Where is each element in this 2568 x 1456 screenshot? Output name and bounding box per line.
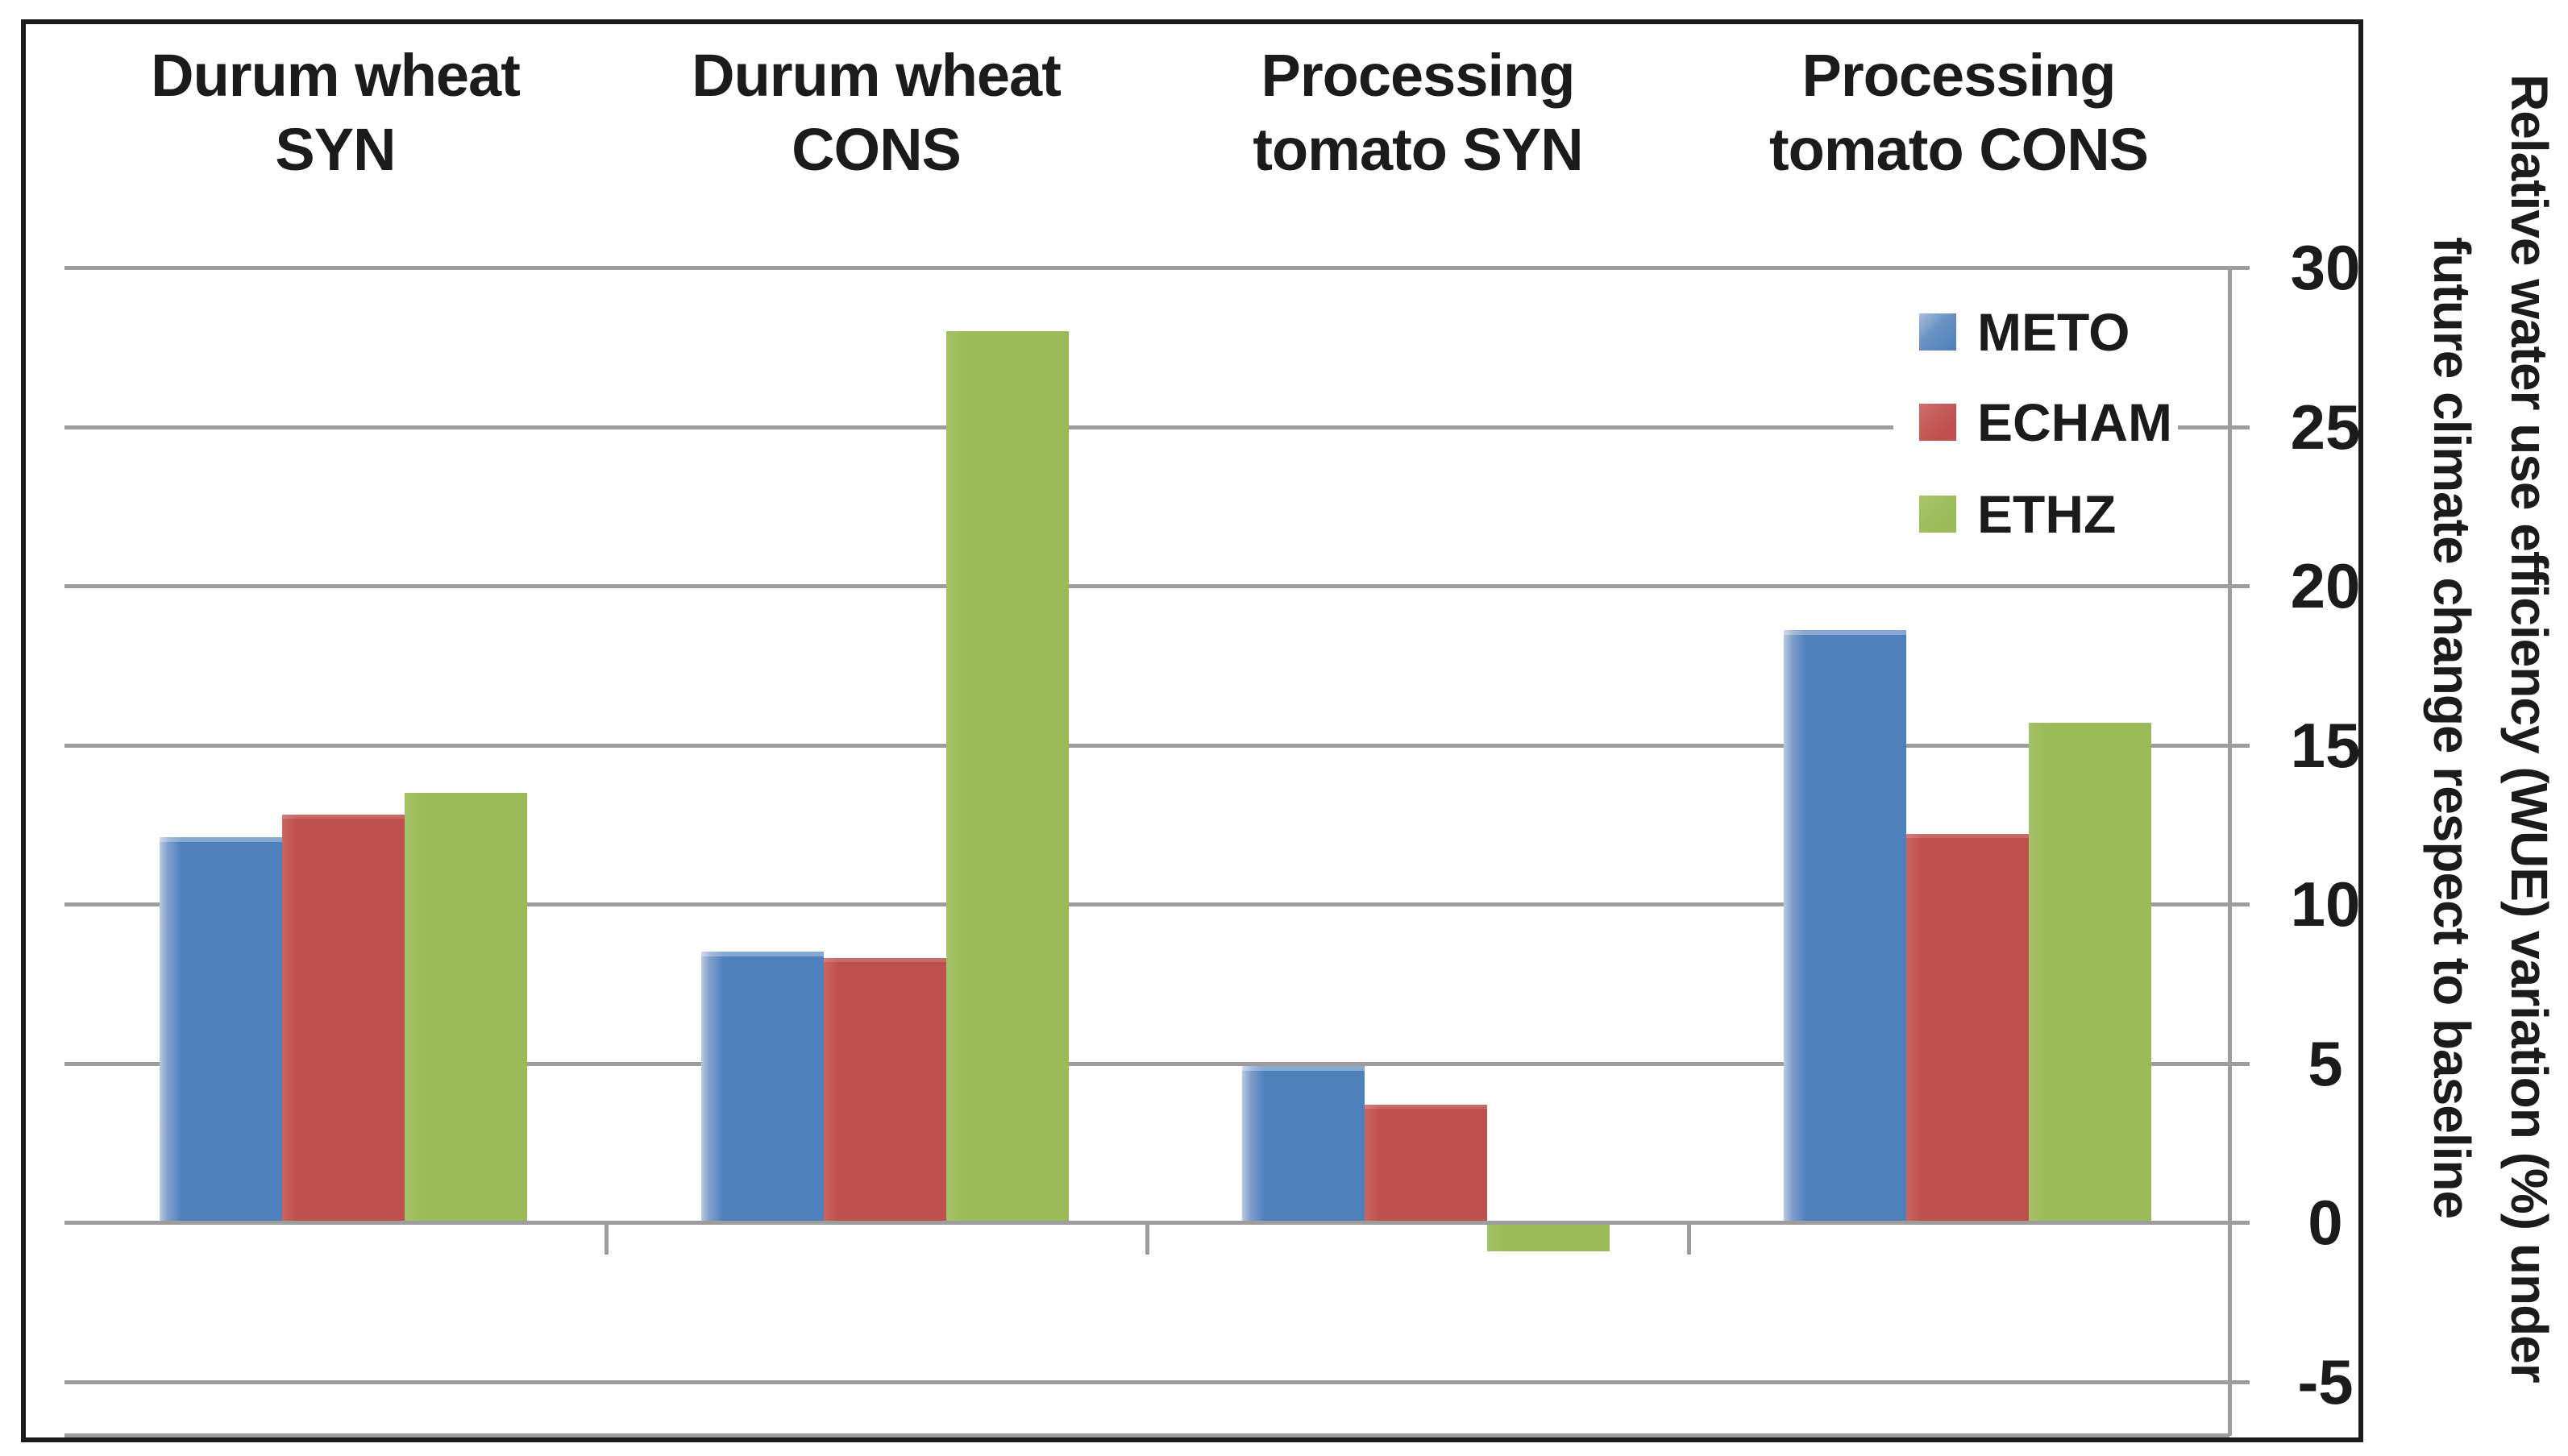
- bar-meto-durum-wheat-syn: [160, 837, 282, 1222]
- y-tick-label-0: 0: [2308, 1187, 2343, 1258]
- gridline-20: [64, 584, 2250, 588]
- group-title-line-2: SYN: [275, 116, 396, 183]
- bar-meto-durum-wheat-cons: [701, 952, 824, 1222]
- value-axis-line: [2228, 266, 2232, 1436]
- y-axis-title-line-2: future climate change respect to baselin…: [2423, 237, 2481, 1219]
- y-tick-label-5: 5: [2308, 1027, 2343, 1099]
- bar-ethz-processing-tomato-cons: [2029, 723, 2151, 1222]
- group-title-line-2: tomato CONS: [1769, 116, 2149, 183]
- gridline-10: [64, 902, 2250, 906]
- x-axis-tick-1: [604, 1222, 609, 1255]
- y-tick-label-30: 30: [2290, 232, 2361, 303]
- legend-item-ethz: ETHZ: [1919, 484, 2116, 544]
- legend-item-meto: METO: [1919, 302, 2130, 362]
- group-title-line-1: Processing: [1801, 42, 2117, 109]
- y-axis-title: Relative water use efficiency (WUE) vari…: [2368, 0, 2568, 1456]
- gridline-5: [64, 1061, 2250, 1066]
- gridline--5: [64, 1379, 2250, 1384]
- plot-bottom-border: [64, 1433, 2229, 1437]
- group-title-durum-wheat-syn: Durum wheat SYN: [53, 39, 617, 187]
- legend: METO ECHAM ETHZ: [1893, 302, 2178, 564]
- y-axis-title-line-1: Relative water use efficiency (WUE) vari…: [2500, 73, 2558, 1383]
- y-tick-label-20: 20: [2290, 550, 2361, 621]
- legend-label-meto: METO: [1977, 302, 2130, 362]
- legend-label-echam: ECHAM: [1977, 392, 2172, 452]
- group-title-line-1: Durum wheat: [151, 42, 521, 109]
- x-axis-tick-2: [1145, 1222, 1149, 1255]
- y-tick-label-25: 25: [2290, 391, 2361, 463]
- bar-ethz-durum-wheat-cons: [946, 331, 1069, 1222]
- gridline-30: [64, 266, 2250, 270]
- y-tick-label-15: 15: [2290, 709, 2361, 781]
- gridline-15: [64, 743, 2250, 748]
- y-tick-label-10: 10: [2290, 869, 2361, 940]
- group-title-durum-wheat-cons: Durum wheat CONS: [594, 39, 1158, 187]
- group-title-line-2: CONS: [792, 116, 962, 183]
- gridline-0: [64, 1221, 2250, 1225]
- group-title-line-1: Durum wheat: [692, 42, 1062, 109]
- chart-frame: [21, 19, 2363, 1442]
- bar-ethz-processing-tomato-syn: [1487, 1222, 1610, 1251]
- bar-meto-processing-tomato-cons: [1784, 630, 1906, 1222]
- legend-label-ethz: ETHZ: [1977, 484, 2117, 544]
- legend-item-echam: ECHAM: [1919, 392, 2172, 452]
- bar-echam-durum-wheat-syn: [282, 815, 405, 1222]
- bar-meto-processing-tomato-syn: [1242, 1066, 1365, 1222]
- x-axis-tick-3: [1686, 1222, 1691, 1255]
- legend-swatch-ethz-icon: [1919, 496, 1956, 533]
- group-title-line-2: tomato SYN: [1253, 116, 1583, 183]
- bar-echam-processing-tomato-syn: [1365, 1105, 1487, 1222]
- y-tick-label--5: -5: [2297, 1346, 2354, 1417]
- bar-echam-durum-wheat-cons: [824, 958, 946, 1222]
- bar-ethz-durum-wheat-syn: [405, 793, 527, 1222]
- legend-swatch-echam-icon: [1919, 404, 1956, 441]
- legend-swatch-meto-icon: [1919, 313, 1956, 351]
- gridline-25: [64, 425, 2250, 429]
- group-title-processing-tomato-cons: Processing tomato CONS: [1677, 39, 2241, 187]
- group-title-processing-tomato-syn: Processing tomato SYN: [1136, 39, 1700, 187]
- group-title-line-1: Processing: [1261, 42, 1576, 109]
- bar-echam-processing-tomato-cons: [1906, 834, 2029, 1222]
